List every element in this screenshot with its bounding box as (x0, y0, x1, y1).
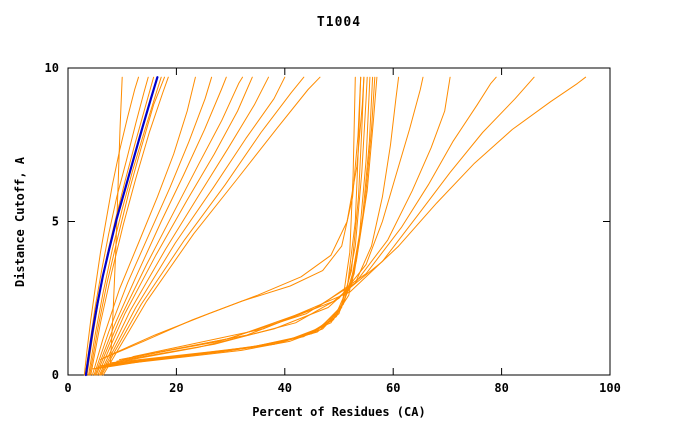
y-tick-label: 10 (45, 61, 59, 75)
series-line-m29 (119, 76, 451, 361)
y-axis-label: Distance Cutoff, A (13, 156, 27, 287)
series-line-m09 (93, 76, 213, 376)
series-line-m26 (102, 76, 365, 359)
series-line-m10 (94, 76, 227, 376)
y-tick-label: 5 (52, 215, 59, 229)
series-line-m11 (95, 76, 243, 376)
series-line-m24 (110, 76, 378, 364)
series-line-m18 (94, 76, 362, 370)
series-line-m01 (83, 76, 139, 376)
series-line-m08 (91, 76, 196, 376)
x-axis-label: Percent of Residues (CA) (252, 405, 425, 419)
series-line-m16 (102, 76, 321, 376)
series-line-m23 (108, 76, 376, 365)
x-tick-label: 20 (169, 381, 183, 395)
series-line-m13 (98, 76, 269, 376)
x-tick-label: 60 (386, 381, 400, 395)
series-line-m12 (97, 76, 253, 376)
series-line-m05 (89, 76, 165, 376)
series-line-m14 (100, 76, 286, 376)
series-line-m06 (90, 76, 169, 376)
series-line-m25 (100, 76, 362, 361)
x-tick-label: 40 (278, 381, 292, 395)
series-line-m31 (127, 76, 535, 359)
x-tick-label: 0 (64, 381, 71, 395)
series-line-m32 (132, 76, 587, 358)
series-line-best (84, 76, 159, 377)
series-line-m22 (105, 76, 374, 365)
chart-title: T1004 (317, 15, 361, 30)
y-tick-label: 0 (52, 368, 59, 382)
series-line-m17 (91, 76, 356, 370)
x-tick-label: 100 (599, 381, 621, 395)
series-line-m15 (101, 76, 305, 376)
x-tick-label: 80 (494, 381, 508, 395)
series-line-m21 (102, 76, 371, 367)
series-line-m30 (121, 76, 497, 361)
series-line-m04 (88, 76, 162, 376)
series-line-m28 (116, 76, 424, 362)
